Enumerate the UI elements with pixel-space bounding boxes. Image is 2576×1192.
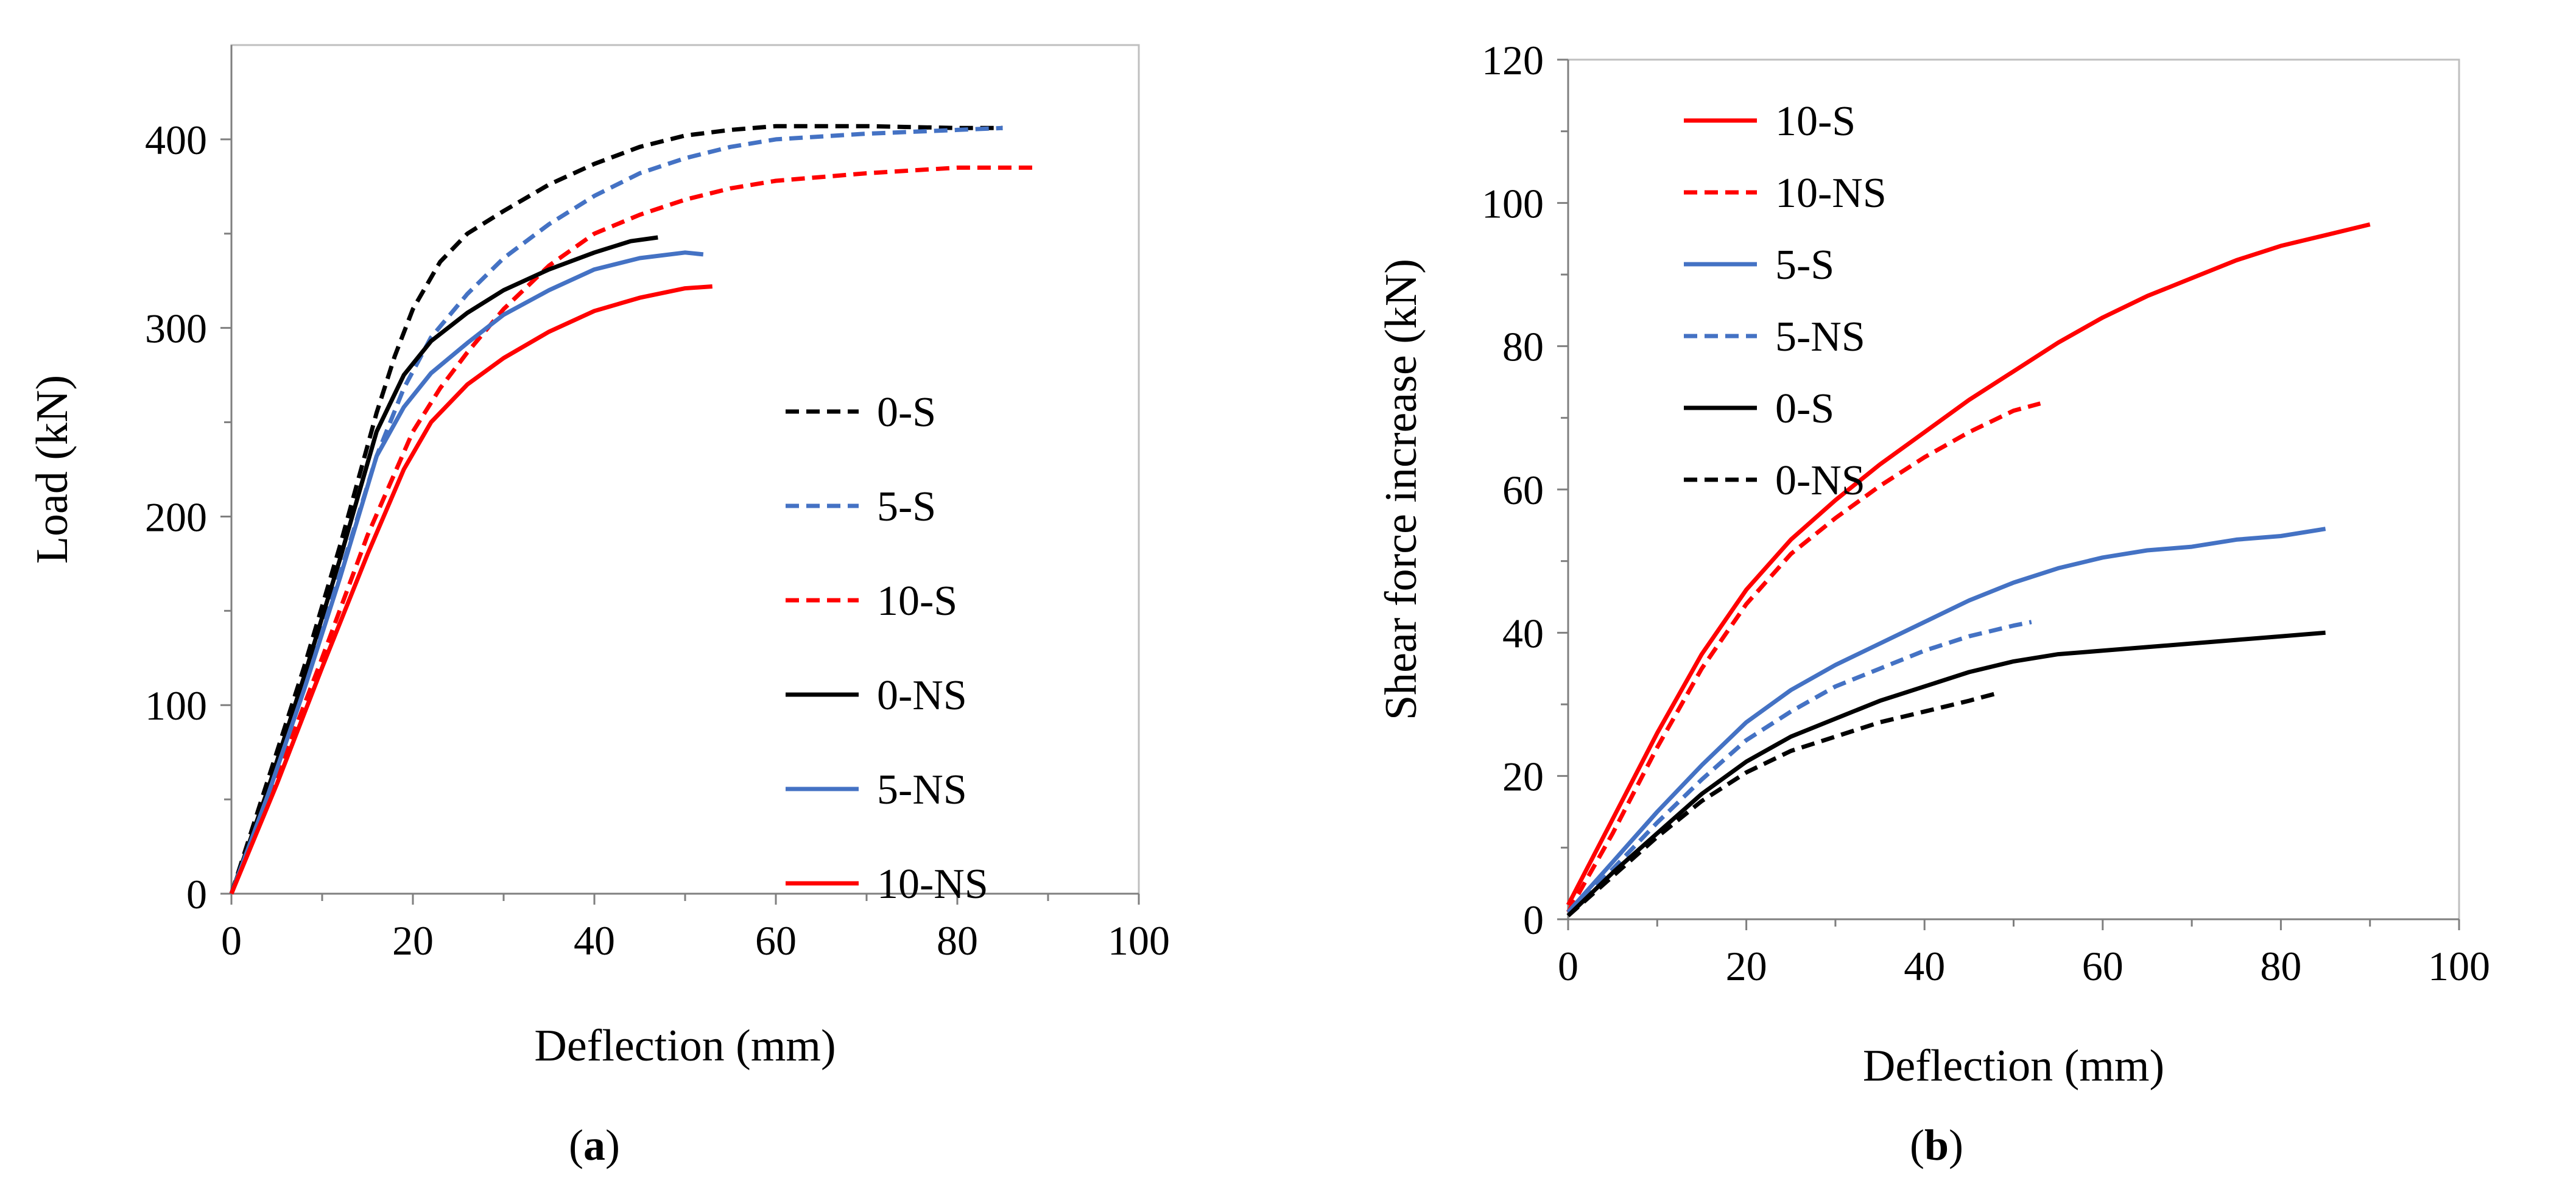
chart-b-xtick-label: 100 [2428, 943, 2490, 989]
chart-a-xtick-label: 40 [574, 917, 615, 964]
chart-a-ytick-label: 400 [145, 117, 207, 163]
chart-a-x-axis-label: Deflection (mm) [534, 1021, 836, 1071]
legend-label-5-s: 5-S [1775, 242, 1834, 289]
legend-label-5-s: 5-S [877, 483, 936, 530]
chart-b-ytick-label: 0 [1523, 897, 1544, 943]
chart-b: 0 20 40 60 80 100 0 20 40 60 80 100 120 10-S 10-NS 5-S 5… [1376, 37, 2490, 1169]
chart-a-series-10-ns [229, 284, 713, 895]
chart-b-ytick-label: 60 [1502, 467, 1544, 513]
chart-b-xtick-label: 40 [1904, 943, 1945, 989]
chart-b-ytick-label: 40 [1502, 610, 1544, 656]
chart-a-series-0-s [229, 124, 1003, 895]
chart-a-ytick-label: 100 [145, 682, 207, 729]
chart-b-xtick-label: 0 [1558, 943, 1578, 989]
chart-a-series-5-ns [229, 250, 704, 895]
chart-b-caption: (b) [1910, 1121, 1963, 1169]
chart-a-ytick-label: 0 [186, 871, 207, 917]
legend-label-5-ns: 5-NS [877, 766, 967, 813]
chart-a-series-0-ns [229, 235, 658, 895]
chart-a-xtick-label: 20 [392, 917, 434, 964]
legend-label-10-s: 10-S [877, 578, 957, 625]
chart-a-y-axis-label: Load (kN) [27, 375, 77, 564]
chart-b-xtick-label: 80 [2260, 943, 2301, 989]
chart-b-series-5-s [1566, 527, 2326, 914]
chart-b-series-10-s [1566, 222, 2371, 906]
chart-b-legend: 10-S 10-NS 5-S 5-NS 0-S 0-NS [1684, 98, 1887, 504]
chart-a-caption: (a) [569, 1121, 620, 1169]
chart-b-xtick-label: 60 [2082, 943, 2124, 989]
chart-a-ytick-label: 300 [145, 306, 207, 352]
chart-b-y-axis-label: Shear force increase (kN) [1376, 259, 1426, 720]
chart-a-xtick-label: 0 [221, 917, 242, 964]
legend-label-0-ns: 0-NS [877, 672, 967, 719]
chart-b-ytick-label: 120 [1482, 37, 1544, 83]
chart-b-xtick-label: 20 [1726, 943, 1767, 989]
chart-b-series-0-ns [1566, 691, 1997, 917]
legend-label-10-s: 10-S [1775, 98, 1856, 145]
legend-label-5-ns: 5-NS [1775, 314, 1865, 360]
legend-label-10-ns: 10-NS [1775, 170, 1887, 217]
chart-a-series-10-s [229, 165, 1040, 895]
legend-label-0-s: 0-S [1775, 385, 1834, 432]
chart-b-x-axis-label: Deflection (mm) [1863, 1041, 2164, 1091]
chart-b-ytick-label: 100 [1482, 180, 1544, 226]
legend-label-0-s: 0-S [877, 389, 936, 436]
chart-b-ytick-label: 20 [1502, 754, 1544, 800]
chart-a-ytick-label: 200 [145, 494, 207, 540]
chart-a-legend: 0-S 5-S 10-S 0-NS 5-NS 10-NS [786, 389, 988, 908]
chart-a-xtick-label: 100 [1108, 917, 1170, 964]
chart-a-xtick-label: 80 [937, 917, 978, 964]
chart-b-series-5-ns [1566, 620, 2032, 917]
chart-b-plot-frame [1567, 58, 2460, 920]
chart-b-series-0-s [1566, 630, 2326, 917]
chart-a-xtick-label: 60 [755, 917, 797, 964]
chart-b-series-10-ns [1566, 401, 2041, 913]
chart-b-ytick-label: 80 [1502, 324, 1544, 370]
legend-label-10-ns: 10-NS [877, 861, 988, 908]
chart-a: 0 20 40 60 80 100 0 100 200 300 400 0-S 5-S 10-S 0-NS 5… [27, 44, 1170, 1169]
legend-label-0-ns: 0-NS [1775, 457, 1865, 504]
